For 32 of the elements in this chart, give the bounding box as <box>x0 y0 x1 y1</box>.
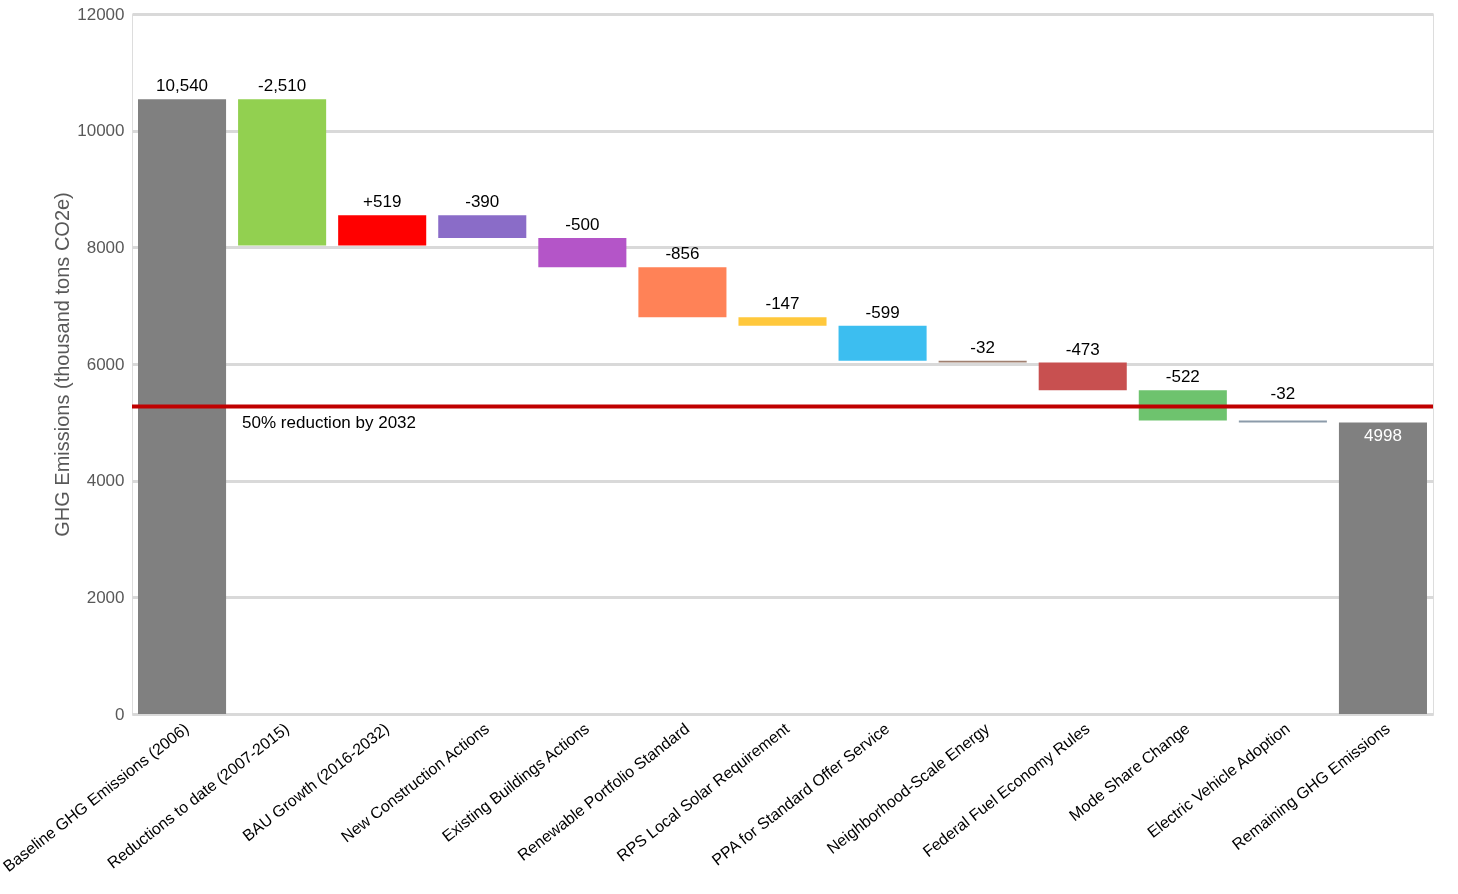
bar <box>1338 422 1427 714</box>
bar <box>738 317 827 326</box>
y-tick-label: 0 <box>115 704 125 724</box>
data-label: -147 <box>765 294 800 314</box>
data-label: -599 <box>865 302 900 322</box>
data-label: -500 <box>565 215 600 235</box>
data-label: -2,510 <box>258 76 307 96</box>
data-label: -32 <box>970 337 995 357</box>
y-tick-label: 10000 <box>77 121 125 141</box>
data-label: -32 <box>1270 383 1296 403</box>
y-axis-title: GHG Emissions (thousand tons CO2e) <box>51 192 74 537</box>
y-tick-label: 4000 <box>86 471 125 491</box>
bar <box>538 238 627 268</box>
bar <box>638 267 727 318</box>
data-label: -473 <box>1065 339 1100 359</box>
data-label: -522 <box>1165 367 1200 387</box>
y-tick-label: 2000 <box>86 587 125 607</box>
ref-line-label: 50% reduction by 2032 <box>242 412 417 432</box>
y-tick-label: 8000 <box>86 237 125 257</box>
bar <box>338 215 427 246</box>
y-tick-label: 6000 <box>86 354 125 374</box>
data-label: +519 <box>363 192 402 212</box>
data-label: -390 <box>465 192 500 212</box>
bar <box>138 99 227 714</box>
bar <box>1038 362 1127 391</box>
bar <box>838 325 927 361</box>
data-label: -856 <box>665 244 700 264</box>
bar <box>438 215 527 239</box>
data-label: 10,540 <box>156 76 209 96</box>
data-label: 4998 <box>1364 426 1402 446</box>
y-tick-label: 12000 <box>77 4 125 24</box>
bar <box>238 99 327 246</box>
